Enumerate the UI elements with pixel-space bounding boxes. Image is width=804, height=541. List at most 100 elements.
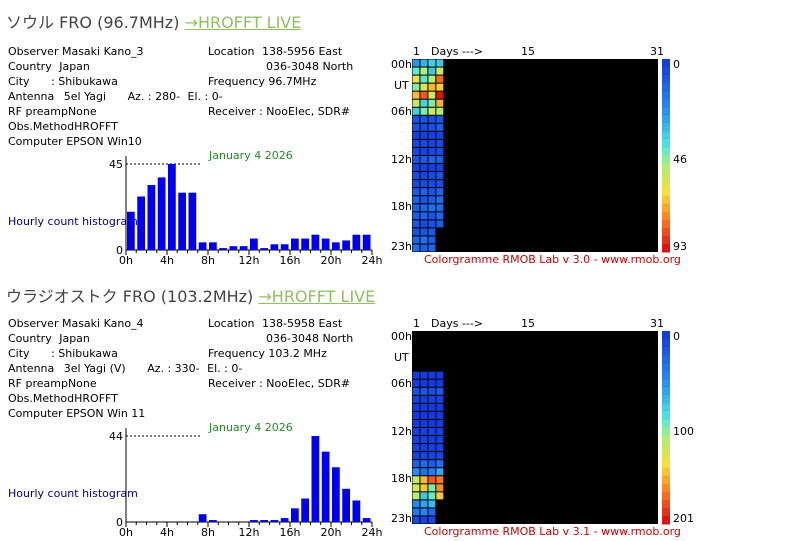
day-axis-end: 31 <box>650 45 664 58</box>
obs-method-value: HROFFT <box>74 392 118 405</box>
histogram-bar <box>352 234 361 250</box>
colorgramme-cell <box>420 180 428 188</box>
scale-max: 93 <box>673 240 687 253</box>
colorgramme-cell <box>428 67 436 75</box>
azimuth: Az. : 280- <box>127 90 181 103</box>
colorgramme-cell <box>428 452 436 460</box>
colorgramme-cell <box>436 436 444 444</box>
histogram-bar <box>362 518 371 522</box>
colorgramme-cell <box>412 244 420 252</box>
colorgramme-cell <box>420 476 428 484</box>
colorgramme-cell <box>412 180 420 188</box>
histogram-bar <box>270 244 279 250</box>
day-axis-mid: 15 <box>521 45 535 58</box>
histogram-bar <box>332 467 340 522</box>
scale-segment <box>662 347 670 356</box>
colorgramme-cell <box>436 444 444 452</box>
observer-label: Observer <box>8 317 59 330</box>
scale-segment <box>662 67 670 76</box>
station-info-left: Observer Masaki Kano_3 Country Japan Cit… <box>8 44 223 149</box>
x-tick-label: 16h <box>280 254 301 267</box>
frequency-value: 103.2 MHz <box>268 347 327 360</box>
colorgramme-cell <box>412 67 420 75</box>
x-tick-label: 8h <box>201 254 215 267</box>
colorgramme-cell <box>436 188 444 196</box>
colorgramme-credit: Colorgramme RMOB Lab v 3.0 - www.rmob.or… <box>424 253 681 266</box>
colorgramme-cell <box>412 452 420 460</box>
section-title: ウラジオストク FRO (103.2MHz) →HROFFT LIVE <box>6 283 375 307</box>
colorgramme-cell <box>428 188 436 196</box>
colorgramme-cell <box>436 212 444 220</box>
colorgramme-cell <box>436 164 444 172</box>
histogram-bar <box>311 436 320 522</box>
scale-segment <box>662 155 670 165</box>
colorgramme-cell <box>436 196 444 204</box>
colorgramme <box>412 331 658 524</box>
observer-value: Masaki Kano_3 <box>61 45 144 58</box>
elevation: El. : 0- <box>187 90 223 103</box>
colorgramme-cell <box>436 371 444 379</box>
scale-segment <box>662 187 670 197</box>
obs-method-label: Obs.Method <box>8 120 75 133</box>
colorgramme-cell <box>420 139 428 147</box>
colorgramme-cell <box>412 212 420 220</box>
colorgramme-cell <box>428 164 436 172</box>
rf-preamp-value: None <box>67 377 97 390</box>
x-tick-label: 20h <box>321 254 342 267</box>
x-tick-label: 0h <box>119 526 133 539</box>
elevation: El. : 0- <box>207 362 243 375</box>
computer-value: EPSON Win10 <box>66 135 142 148</box>
scale-segment <box>662 507 670 517</box>
x-tick-label: 12h <box>239 526 260 539</box>
scale-segment <box>662 339 670 348</box>
colorgramme-cell <box>420 75 428 83</box>
scale-segment <box>662 107 670 116</box>
colorgramme-cell <box>420 212 428 220</box>
colorgramme-cell <box>412 139 420 147</box>
scale-segment <box>662 139 670 148</box>
colorgramme-cell <box>412 403 420 411</box>
colorgramme-cell <box>412 75 420 83</box>
scale-segment <box>662 147 670 156</box>
location-north: 036-3048 North <box>266 60 354 73</box>
scale-segment <box>662 499 670 509</box>
colorgramme-cell <box>412 444 420 452</box>
colorgramme-cell <box>436 468 444 476</box>
hour-label-23h: 23h <box>391 512 412 525</box>
colorgramme-cell <box>420 508 428 516</box>
section-title: ソウル FRO (96.7MHz) →HROFFT LIVE <box>6 9 301 33</box>
histogram-bar <box>280 518 289 522</box>
colorgramme-cell <box>436 123 444 131</box>
hour-label-23h: 23h <box>391 240 412 253</box>
colorgramme-cell <box>428 180 436 188</box>
colorgramme-cell <box>412 387 420 395</box>
colorgramme-cell <box>420 492 428 500</box>
histogram-bar <box>352 500 361 522</box>
day-axis-start: 1 <box>413 45 420 58</box>
rf-preamp-value: None <box>67 105 97 118</box>
scale-segment <box>662 467 670 477</box>
day-axis-label: Days ---> <box>431 317 484 330</box>
colorgramme-cell <box>436 220 444 228</box>
hrofft-live-link[interactable]: →HROFFT LIVE <box>258 287 376 306</box>
colorgramme-cell <box>436 147 444 155</box>
frequency-label: Frequency <box>208 75 265 88</box>
colorgramme-cell <box>420 379 428 387</box>
scale-segment <box>662 515 670 525</box>
station-info-right: Location 138-5958 East 036-3048 North Fr… <box>208 316 353 391</box>
scale-segment <box>662 363 670 372</box>
colorgramme-cell <box>412 196 420 204</box>
histogram-bar <box>301 498 309 522</box>
histogram-bar <box>362 234 371 250</box>
colorgramme-cell <box>412 107 420 115</box>
y-tick-zero: 0 <box>116 244 123 257</box>
x-tick-label: 4h <box>160 526 174 539</box>
colorgramme-cell <box>436 99 444 107</box>
histogram-bar <box>280 244 289 250</box>
country-value: Japan <box>59 332 90 345</box>
scale-segment <box>662 483 670 493</box>
colorgramme-cell <box>420 436 428 444</box>
colorgramme-cell <box>428 115 436 123</box>
colorgramme-cell <box>436 484 444 492</box>
hrofft-live-link[interactable]: →HROFFT LIVE <box>184 13 302 32</box>
